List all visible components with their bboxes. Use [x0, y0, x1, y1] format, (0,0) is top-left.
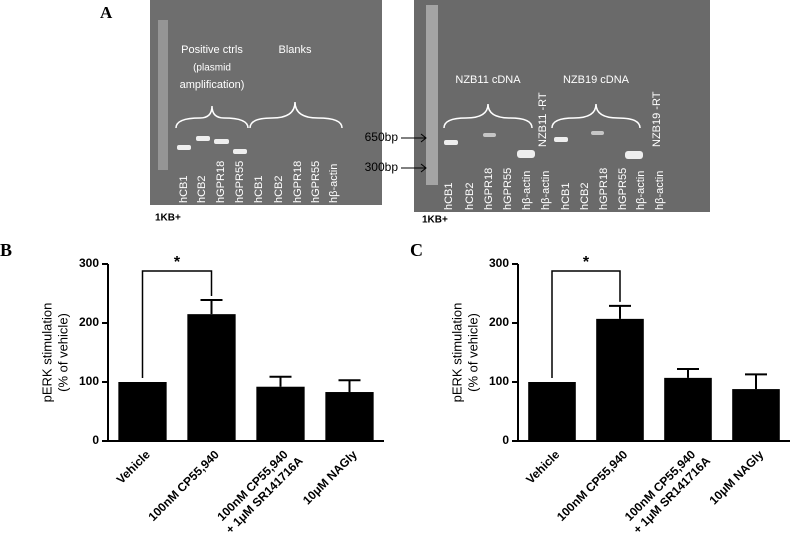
bar: [596, 318, 644, 441]
lane-label: hCB2: [273, 175, 285, 203]
lane-label: hCB1: [560, 182, 572, 210]
lane-label: hCB2: [464, 182, 476, 210]
y-tick-label: 200: [489, 315, 509, 329]
lane-label: hβ-actin: [328, 164, 340, 203]
bar: [732, 389, 780, 441]
error-bar: [745, 373, 767, 390]
lane-label: hGPR18: [598, 168, 610, 210]
y-tick-label: 300: [79, 256, 99, 270]
gel-label: (plasmid: [193, 63, 231, 74]
gel-bands: [158, 5, 643, 185]
significance-label: *: [583, 254, 590, 271]
lane-label: hCB2: [196, 175, 208, 203]
error-bar: [609, 304, 631, 319]
bar: [118, 382, 167, 441]
panel-label: A: [100, 3, 113, 22]
y-tick-label: 300: [489, 256, 509, 270]
lane-label: hGPR55: [310, 161, 322, 203]
x-tick-label: 10μM NAGly: [300, 447, 360, 507]
marker-label: 300bp: [365, 160, 399, 174]
error-bar: [677, 368, 699, 378]
gel-label: amplification): [180, 79, 245, 91]
gel-label: NZB19 cDNA: [563, 74, 630, 86]
x-tick-label: Vehicle: [114, 447, 153, 486]
y-axis-label: pERK stimulation: [449, 303, 464, 403]
ladder-label: 1KB+: [422, 215, 448, 226]
x-tick-label: 100nM CP55,940+ 1μM SR141716A: [620, 443, 714, 537]
gel-right: [414, 0, 710, 212]
gel-label: NZB19 -RT: [651, 91, 663, 147]
marker-arrows: [401, 133, 427, 173]
error-bar: [200, 298, 223, 315]
gel-label: Blanks: [278, 44, 312, 56]
lane-label: hβ-actin: [654, 171, 666, 210]
bar: [325, 392, 374, 441]
significance-label: *: [174, 254, 181, 271]
lane-label: hGPR18: [292, 161, 304, 203]
y-tick-label: 0: [502, 433, 509, 447]
lane-label: hGPR18: [483, 168, 495, 210]
bar: [528, 382, 576, 441]
lane-label: hCB1: [443, 182, 455, 210]
error-bar: [338, 379, 361, 393]
x-tick-label: 10μM NAGly: [706, 447, 766, 507]
y-tick-label: 200: [79, 315, 99, 329]
y-axis-label: (% of vehicle): [55, 313, 70, 392]
bar: [256, 386, 305, 441]
lane-label: hβ-actin: [521, 171, 533, 210]
bar: [664, 377, 712, 441]
error-bar: [269, 375, 292, 387]
bar: [187, 314, 236, 441]
panel-label: C: [410, 240, 423, 260]
lane-label: hGPR18: [215, 161, 227, 203]
y-tick-label: 100: [489, 374, 509, 388]
gel-label: Positive ctrls: [181, 44, 243, 56]
lane-label: hCB1: [178, 175, 190, 203]
x-tick-label: Vehicle: [523, 447, 562, 486]
lane-label: hCB2: [579, 182, 591, 210]
ladder-label: 1KB+: [155, 213, 181, 224]
gel-left: [150, 0, 382, 205]
y-axis-label: pERK stimulation: [39, 303, 54, 403]
x-tick-label: 100nM CP55,940+ 1μM SR141716A: [212, 443, 306, 537]
gel-braces: [175, 101, 641, 129]
y-axis-label: (% of vehicle): [465, 313, 480, 392]
y-tick-label: 0: [92, 433, 99, 447]
significance-bracket: [551, 270, 621, 378]
gel-label: NZB11 -RT: [537, 92, 549, 147]
gel-label: NZB11 cDNA: [455, 74, 521, 86]
lane-label: hCB1: [253, 175, 265, 203]
lane-label: hGPR55: [617, 168, 629, 210]
lane-label: hGPR55: [502, 168, 514, 210]
lane-label: hβ-actin: [540, 171, 552, 210]
significance-bracket: [141, 270, 213, 378]
lane-label: hβ-actin: [635, 171, 647, 210]
panel-label: B: [0, 240, 12, 260]
y-tick-label: 100: [79, 374, 99, 388]
marker-label: 650bp: [365, 130, 399, 144]
x-tick-label: 100nM CP55,940: [554, 447, 631, 524]
x-tick-label: 100nM CP55,940: [145, 447, 222, 524]
lane-label: hGPR55: [234, 161, 246, 203]
